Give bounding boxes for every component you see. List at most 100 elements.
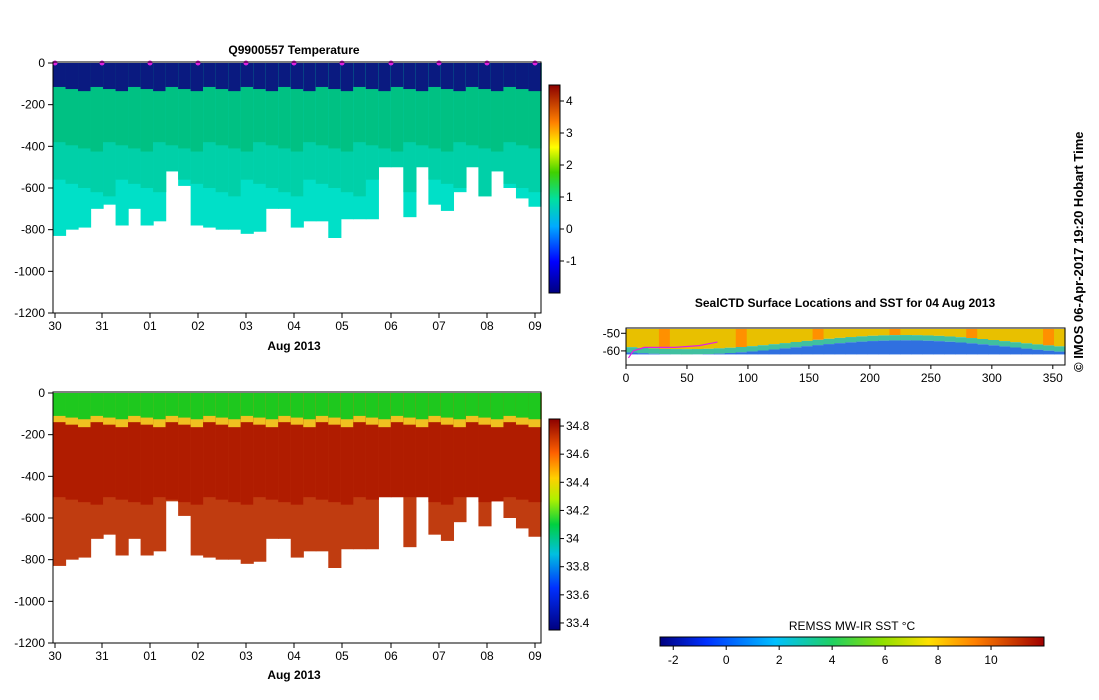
sal-surface-layer <box>390 393 404 416</box>
sst-cold-band <box>966 343 978 355</box>
sst-front-band <box>988 340 1000 346</box>
temp-surface-layer <box>115 63 129 92</box>
sst-colorbar-ticks: -2 0 2 4 6 8 10 <box>668 646 998 667</box>
sst-warm-band <box>955 329 967 338</box>
colorbar-tick-label: -1 <box>566 254 577 268</box>
sst-front-band <box>878 335 890 341</box>
sst-front-band <box>1010 342 1022 348</box>
temperature-colorbar-ticks: 4 3 2 1 0 -1 <box>560 94 577 268</box>
x-tick-label: 200 <box>860 371 880 385</box>
x-tick-label: 30 <box>48 649 62 663</box>
map-y-axis: -50-60 <box>603 326 626 358</box>
sst-front-band <box>889 335 901 341</box>
sst-cold-band <box>790 347 803 355</box>
y-tick-label: -400 <box>21 469 45 483</box>
sst-front-band <box>966 338 978 344</box>
profile-marker <box>291 60 297 66</box>
sal-surface-layer <box>515 393 530 418</box>
sst-front-band <box>1032 344 1044 350</box>
sal-surface-layer <box>403 393 417 418</box>
temp-surface-layer <box>228 63 242 92</box>
sal-surface-layer <box>153 393 167 420</box>
x-tick-label: 08 <box>480 649 494 663</box>
sal-surface-layer <box>340 393 354 420</box>
sal-surface-layer <box>115 393 129 420</box>
sal-surface-layer <box>78 393 92 420</box>
imos-timestamp: © IMOS 06-Apr-2017 19:20 Hobart Time <box>1071 131 1086 372</box>
y-tick-label: -1000 <box>14 594 45 608</box>
colorbar-tick-label: 4 <box>829 653 836 667</box>
y-tick-label: -1000 <box>14 264 45 278</box>
sst-warm-band <box>658 329 671 349</box>
y-tick-label: -800 <box>21 223 45 237</box>
x-tick-label: 03 <box>239 649 253 663</box>
sst-front-band <box>647 348 660 354</box>
temp-surface-layer <box>328 63 342 90</box>
sst-warm-band <box>944 329 956 337</box>
x-tick-label: 04 <box>287 319 301 333</box>
sst-cold-band <box>834 343 847 355</box>
colorbar-tick-label: 2 <box>566 158 573 172</box>
salinity-x-axis: 30 31 01 02 03 04 05 06 07 08 09 <box>48 643 542 663</box>
temp-surface-layer <box>103 63 117 90</box>
temperature-y-axis: 0 -200 -400 -600 -800 -1000 -1200 <box>14 56 53 320</box>
profile-marker <box>99 60 105 66</box>
x-tick-label: 31 <box>95 319 109 333</box>
x-tick-label: 0 <box>623 371 630 385</box>
sal-surface-layer <box>378 393 392 420</box>
sst-warm-band <box>779 329 792 344</box>
temp-surface-layer <box>490 63 505 92</box>
temperature-section <box>52 60 542 238</box>
colorbar-tick-label: 33.4 <box>566 616 590 630</box>
salinity-colorbar <box>548 418 561 631</box>
sal-surface-layer <box>465 393 480 416</box>
sst-cold-band <box>988 345 1000 355</box>
temp-surface-layer <box>315 63 329 87</box>
salinity-y-axis: 0 -200 -400 -600 -800 -1000 -1200 <box>14 386 53 650</box>
sal-surface-layer <box>490 393 505 420</box>
x-tick-label: 31 <box>95 649 109 663</box>
sst-colorbar-label: REMSS MW-IR SST °C <box>789 619 916 633</box>
sst-cold-band <box>1010 347 1022 355</box>
sst-front-band <box>1043 345 1055 351</box>
sst-warm-band <box>1043 329 1055 346</box>
y-tick-label: 0 <box>38 386 45 400</box>
salinity-colorbar-ticks: 34.8 34.6 34.4 34.2 34 33.8 33.6 33.4 <box>560 419 590 630</box>
sst-cold-band <box>636 353 649 355</box>
sst-cold-band <box>757 350 770 355</box>
sst-warm-band <box>878 329 890 336</box>
sal-surface-layer <box>428 393 442 416</box>
sst-cold-band <box>999 346 1011 355</box>
sal-surface-layer <box>165 393 179 416</box>
sst-cold-band <box>746 351 759 355</box>
sst-cold-band <box>1021 348 1033 355</box>
y-tick-label: -400 <box>21 139 45 153</box>
sst-warm-band <box>911 329 923 336</box>
x-tick-label: 09 <box>528 319 542 333</box>
temp-surface-layer <box>528 63 542 92</box>
x-tick-label: 300 <box>982 371 1002 385</box>
salinity-section <box>53 393 542 568</box>
temp-surface-layer <box>128 63 142 87</box>
temp-surface-layer <box>240 63 254 87</box>
sal-surface-layer <box>290 393 304 418</box>
sst-front-band <box>713 348 726 354</box>
sal-surface-layer <box>278 393 292 416</box>
temp-surface-layer <box>253 63 267 90</box>
sst-cold-band <box>647 353 660 355</box>
temp-surface-layer <box>190 63 204 92</box>
sst-front-band <box>801 340 814 347</box>
temperature-title: Q9900557 Temperature <box>228 43 360 57</box>
x-tick-label: 100 <box>738 371 758 385</box>
temp-surface-layer <box>453 63 467 92</box>
sst-warm-band <box>801 329 814 341</box>
sst-warm-band <box>1054 329 1066 347</box>
sal-surface-layer <box>528 393 542 420</box>
sal-surface-layer <box>240 393 254 416</box>
sst-warm-band <box>757 329 770 346</box>
sst-front-band <box>779 343 792 349</box>
sst-front-band <box>702 348 715 355</box>
sst-warm-band <box>768 329 781 345</box>
sst-cold-band <box>823 344 836 355</box>
